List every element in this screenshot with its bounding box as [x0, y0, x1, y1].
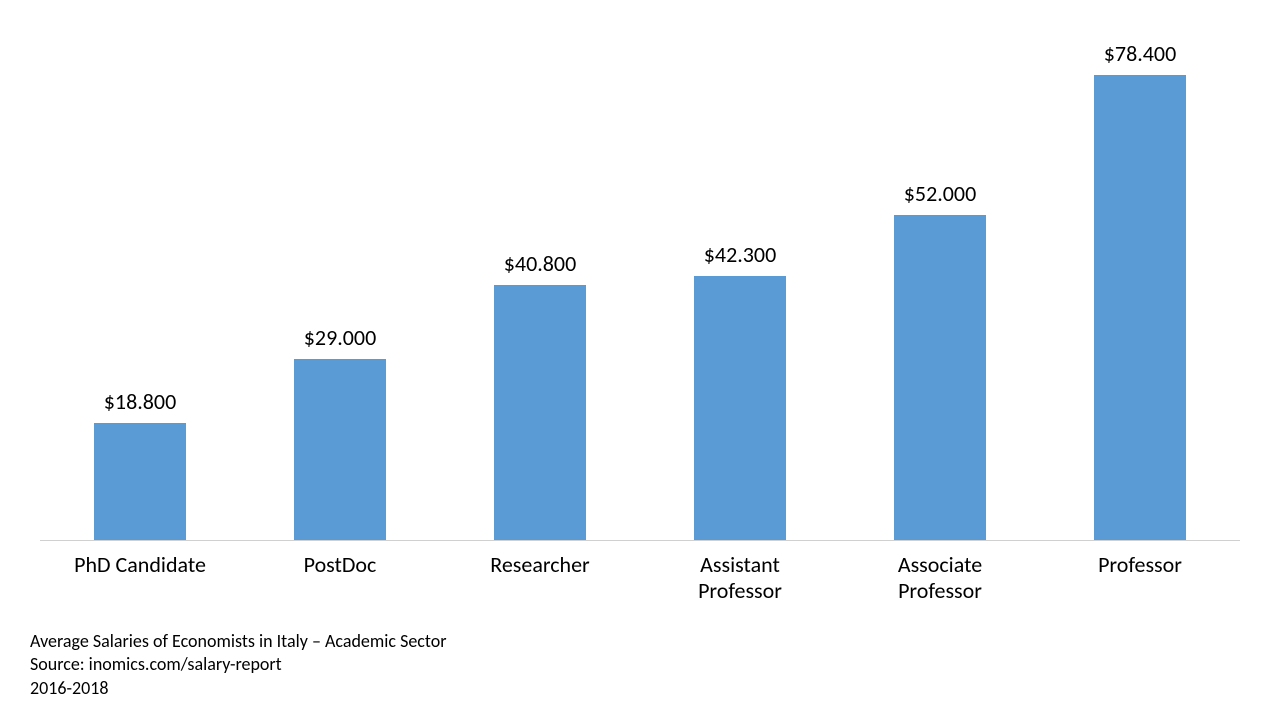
x-axis-label: Assistant Professor	[640, 552, 840, 605]
bar-value-label: $29.000	[304, 324, 376, 351]
bar-slot: $78.400	[1040, 40, 1240, 540]
bar-value-label: $40.800	[504, 250, 576, 277]
bar-rect	[894, 215, 986, 540]
bar-rect	[1094, 75, 1186, 540]
footer-title: Average Salaries of Economists in Italy …	[30, 630, 447, 653]
bar-rect	[494, 285, 586, 540]
bar-value-label: $78.400	[1104, 40, 1176, 67]
bar-value-label: $18.800	[104, 388, 176, 415]
bar-value-label: $52.000	[904, 180, 976, 207]
bar-value-label: $42.300	[704, 241, 776, 268]
bar-slot: $29.000	[240, 40, 440, 540]
footer-source: Source: inomics.com/salary-report	[30, 653, 447, 676]
plot-area: $18.800 $29.000 $40.800 $42.300 $52.000 $78.4…	[40, 40, 1240, 541]
x-axis-label: Associate Professor	[840, 552, 1040, 605]
x-axis-label: Professor	[1040, 552, 1240, 605]
bars-container: $18.800 $29.000 $40.800 $42.300 $52.000 $78.4…	[40, 40, 1240, 540]
chart-footer: Average Salaries of Economists in Italy …	[30, 630, 447, 700]
x-axis-label: PhD Candidate	[40, 552, 240, 605]
salary-bar-chart: $18.800 $29.000 $40.800 $42.300 $52.000 $78.4…	[0, 0, 1280, 720]
bar-slot: $40.800	[440, 40, 640, 540]
bar-rect	[294, 359, 386, 540]
bar-rect	[94, 423, 186, 541]
x-axis-label: PostDoc	[240, 552, 440, 605]
bar-slot: $42.300	[640, 40, 840, 540]
x-axis-label: Researcher	[440, 552, 640, 605]
bar-slot: $18.800	[40, 40, 240, 540]
bar-rect	[694, 276, 786, 540]
x-axis-labels: PhD CandidatePostDocResearcherAssistant …	[40, 552, 1240, 605]
bar-slot: $52.000	[840, 40, 1040, 540]
footer-years: 2016-2018	[30, 677, 447, 700]
